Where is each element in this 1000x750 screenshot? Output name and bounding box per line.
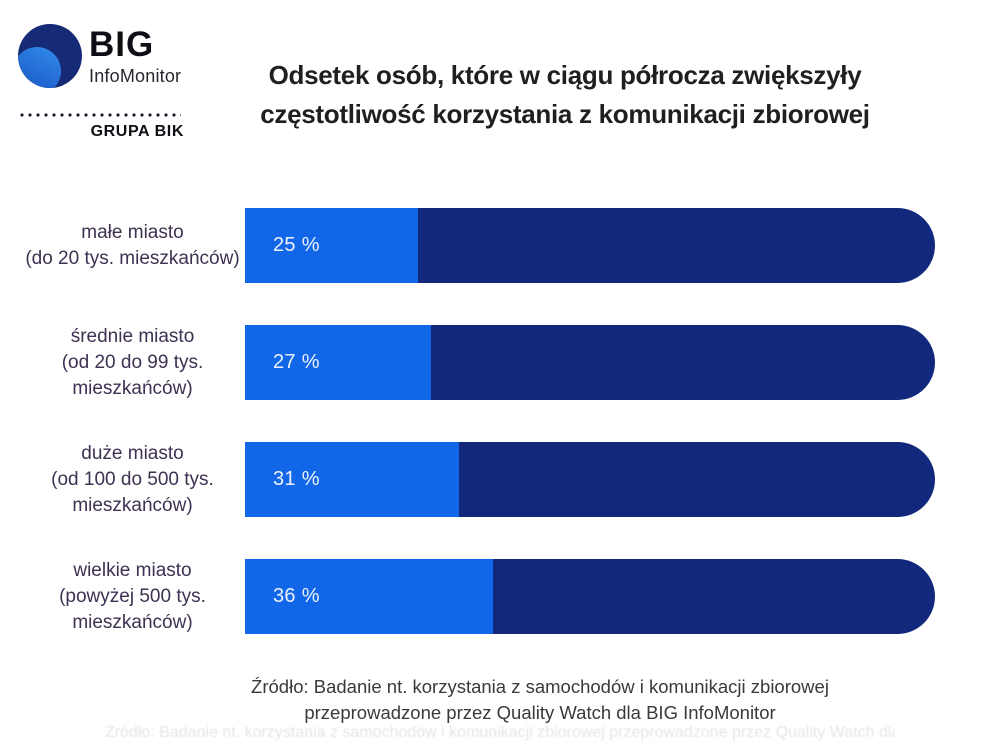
source-note-line2: przeprowadzone przez Quality Watch dla B… [304, 702, 776, 723]
bar-value-label: 25 % [273, 234, 320, 256]
chart-title: Odsetek osób, które w ciągu półrocza zwi… [200, 56, 930, 134]
big-infomonitor-logo: BIG InfoMonitor GRUPA BIK [18, 24, 184, 141]
big-infomonitor-logo-icon [18, 24, 82, 88]
bar-row-duze-miasto: duże miasto (od 100 do 500 tys. mieszkań… [20, 442, 935, 517]
bar-fill: 25 % [245, 208, 418, 283]
category-label-line: (od 20 do 99 tys. [61, 351, 204, 373]
category-label-line: małe miasto [81, 221, 184, 243]
category-label: małe miasto (do 20 tys. mieszkańców) [20, 220, 245, 272]
ghost-text-artifact: Źródło: Badanie nt. korzystania z samoch… [105, 724, 895, 742]
bar-row-wielkie-miasto: wielkie miasto (powyżej 500 tys. mieszka… [20, 559, 935, 634]
category-label-line: (od 100 do 500 tys. [51, 468, 214, 490]
bar-fill: 27 % [245, 325, 432, 400]
category-label-line: mieszkańców) [72, 494, 193, 516]
bar-value-label: 27 % [273, 351, 320, 373]
logo-grupa-bik-text: GRUPA BIK [90, 123, 184, 140]
category-label-line: (do 20 tys. mieszkańców) [25, 247, 240, 269]
bar-value-label: 36 % [273, 585, 320, 607]
category-label-line: mieszkańców) [72, 611, 193, 633]
bar-track: 31 % [245, 442, 935, 517]
category-label: duże miasto (od 100 do 500 tys. mieszkań… [20, 441, 245, 519]
category-label: średnie miasto (od 20 do 99 tys. mieszka… [20, 324, 245, 402]
ghost-text-part: Źródło: Badanie nt. korzystania z samoch… [105, 724, 605, 741]
bar-fill: 36 % [245, 559, 494, 634]
bar-row-male-miasto: małe miasto (do 20 tys. mieszkańców) 25 … [20, 208, 935, 283]
bar-track: 27 % [245, 325, 935, 400]
source-note: Źródło: Badanie nt. korzystania z samoch… [0, 674, 1000, 726]
bar-track: 36 % [245, 559, 935, 634]
logo-infomonitor-text: InfoMonitor [89, 66, 182, 86]
logo-big-text: BIG [89, 25, 155, 64]
bar-row-srednie-miasto: średnie miasto (od 20 do 99 tys. mieszka… [20, 325, 935, 400]
category-label-line: (powyżej 500 tys. [59, 585, 206, 607]
category-label: wielkie miasto (powyżej 500 tys. mieszka… [20, 558, 245, 636]
source-note-line1: Źródło: Badanie nt. korzystania z samoch… [251, 676, 829, 697]
bar-value-label: 31 % [273, 468, 320, 490]
category-label-line: duże miasto [81, 442, 184, 464]
bar-track: 25 % [245, 208, 935, 283]
bar-fill: 31 % [245, 442, 459, 517]
category-label-line: wielkie miasto [73, 559, 192, 581]
ghost-text-part: przeprowadzone przez Quality Watch dla B… [609, 724, 895, 741]
bar-chart: małe miasto (do 20 tys. mieszkańców) 25 … [20, 208, 935, 634]
category-label-line: średnie miasto [70, 325, 195, 347]
chart-title-line2: częstotliwość korzystania z komunikacji … [260, 99, 870, 129]
chart-title-line1: Odsetek osób, które w ciągu półrocza zwi… [268, 60, 862, 90]
logo-dotted-divider [18, 113, 181, 117]
category-label-line: mieszkańców) [72, 377, 193, 399]
logo-wordmark: BIG InfoMonitor [89, 24, 181, 87]
